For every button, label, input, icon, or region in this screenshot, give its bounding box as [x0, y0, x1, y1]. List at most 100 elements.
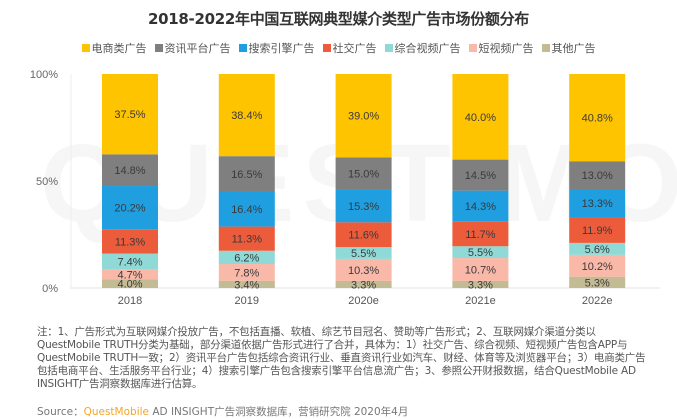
legend-swatch	[322, 44, 331, 52]
x-tick-label: 2018	[118, 295, 142, 307]
data-label: 40.0%	[465, 112, 496, 124]
bar-segment	[335, 74, 392, 158]
data-label: 14.8%	[114, 165, 145, 177]
legend: 电商类广告 资讯平台广告 搜索引擎广告 社交广告 综合视频广告 短视频广告 其他广告	[0, 40, 677, 56]
data-label: 38.4%	[231, 110, 262, 122]
data-label: 10.7%	[465, 264, 496, 276]
data-label: 5.3%	[585, 277, 610, 289]
legend-swatch	[468, 44, 477, 52]
legend-label: 电商类广告	[91, 42, 147, 55]
legend-swatch	[238, 44, 247, 52]
data-label: 37.5%	[114, 109, 145, 121]
bar-segment	[335, 222, 392, 248]
bar-segment	[102, 279, 158, 288]
legend-item: 社交广告	[322, 40, 377, 56]
y-tick-label: 50%	[36, 176, 58, 188]
x-tick-label: 2021e	[465, 295, 496, 307]
footnotes: 注：1、广告形式为互联网媒介投放广告，不包括直播、软植、综艺节目冠名、赞助等广告…	[37, 326, 646, 390]
bar-segment	[335, 258, 392, 281]
data-label: 20.2%	[114, 203, 145, 215]
legend-swatch	[384, 44, 393, 52]
data-label: 16.4%	[231, 204, 262, 216]
bar-segment	[569, 161, 626, 190]
data-label: 39.0%	[348, 111, 379, 123]
bar-segment	[335, 189, 392, 223]
source-line: Source：QuestMobile AD INSIGHT广告洞察数据库，营销研…	[37, 404, 408, 419]
data-label: 10.2%	[582, 261, 613, 273]
x-tick-label: 2022e	[582, 295, 613, 307]
legend-label: 综合视频广告	[394, 42, 461, 55]
bar-segment	[452, 74, 509, 160]
bar-segment	[102, 269, 158, 280]
data-label: 16.5%	[231, 169, 262, 181]
bar-segment	[569, 242, 626, 255]
data-label: 11.3%	[115, 236, 146, 248]
data-label: 5.5%	[351, 248, 376, 260]
legend-label: 短视频广告	[478, 42, 534, 55]
legend-label: 其他广告	[551, 42, 596, 55]
y-tick-label: 0%	[42, 283, 58, 295]
bar-segment	[218, 250, 275, 265]
source-prefix: Source：	[37, 406, 84, 418]
bar-segment	[452, 190, 509, 222]
bar-segment	[102, 154, 158, 187]
bar-segment	[218, 264, 275, 281]
bar-segment	[102, 229, 158, 254]
legend-item: 搜索引擎广告	[238, 40, 315, 56]
data-label: 15.0%	[348, 169, 379, 181]
x-tick-label: 2020e	[348, 295, 379, 307]
data-label: 13.3%	[582, 198, 613, 210]
data-label: 5.5%	[468, 247, 493, 259]
data-label: 4.0%	[117, 279, 142, 291]
data-label: 3.4%	[234, 279, 259, 291]
bar-segment	[569, 254, 626, 277]
bar-segment	[452, 280, 509, 288]
x-tick-label: 2019	[235, 295, 259, 307]
data-label: 15.3%	[348, 201, 379, 213]
bar-segment	[569, 189, 626, 218]
y-tick-label: 100%	[30, 69, 58, 81]
legend-label: 资讯平台广告	[164, 42, 231, 55]
data-label: 14.3%	[465, 201, 496, 213]
legend-label: 社交广告	[332, 42, 377, 55]
legend-item: 资讯平台广告	[154, 40, 231, 56]
bar-segment	[102, 186, 158, 230]
legend-item: 电商类广告	[81, 40, 147, 56]
legend-label: 搜索引擎广告	[248, 42, 315, 55]
data-label: 11.6%	[348, 230, 379, 242]
data-label: 7.8%	[234, 267, 259, 279]
legend-swatch	[154, 44, 163, 52]
legend-item: 短视频广告	[468, 40, 534, 56]
bar-segment	[218, 191, 275, 227]
bar-segment	[335, 247, 392, 259]
bar-segment	[218, 226, 275, 251]
chart-title: 2018-2022年中国互联网典型媒介类型广告市场份额分布	[147, 10, 530, 28]
data-label: 10.3%	[348, 265, 379, 277]
bar-segment	[102, 253, 158, 270]
bar-segment	[452, 258, 509, 281]
data-label: 5.6%	[585, 244, 610, 256]
legend-swatch	[541, 44, 550, 52]
data-label: 40.8%	[582, 113, 613, 125]
data-label: 14.5%	[465, 170, 496, 182]
bar-segment	[218, 156, 275, 192]
bar-segment	[102, 74, 158, 155]
stacked-bar-chart: 0% 50% 100% 4.0%4.7%7.4% 11.3% 20.2% 14.8% 37.5…	[30, 69, 660, 307]
data-label: 3.3%	[351, 279, 376, 291]
legend-item: 综合视频广告	[384, 40, 461, 56]
bar-segment	[335, 157, 392, 190]
bar-segment	[569, 74, 626, 162]
bar-segment	[452, 221, 509, 247]
legend-swatch	[81, 44, 90, 52]
legend-item: 其他广告	[541, 40, 596, 56]
bar-segment	[335, 280, 392, 288]
bar-segment	[218, 74, 275, 157]
source-brand: QuestMobile	[83, 406, 149, 418]
data-label: 4.7%	[117, 269, 142, 281]
data-label: 3.3%	[468, 279, 493, 291]
data-label: 13.0%	[582, 170, 613, 182]
bar-segment	[452, 246, 509, 259]
data-label: 11.9%	[582, 225, 613, 237]
bar-segment	[452, 159, 509, 191]
source-rest: AD INSIGHT广告洞察数据库，营销研究院 2020年4月	[149, 406, 409, 418]
